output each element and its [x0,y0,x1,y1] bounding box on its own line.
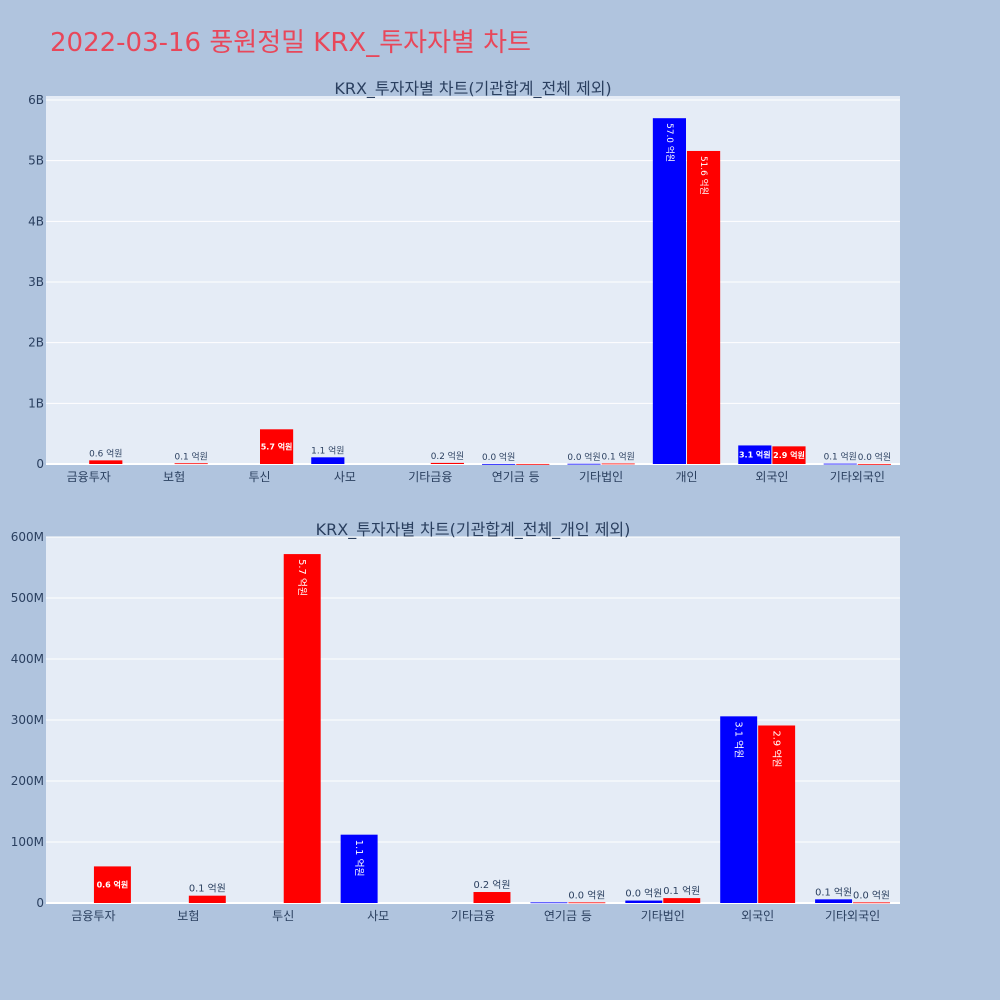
bar [174,463,208,465]
y-tick-label: 100M [11,835,44,849]
bar [473,892,511,903]
bar [601,463,635,465]
data-label: 0.0 억원 [568,889,605,901]
data-label: 5.7 억원 [261,442,293,452]
bar [663,898,701,903]
page-title: 2022-03-16 풍원정밀 KRX_투자자별 차트 [50,28,532,58]
plot-area [46,537,900,903]
data-label: 0.2 억원 [431,450,464,462]
x-tick-label: 기타법인 [641,909,685,923]
x-tick-label: 사모 [334,470,356,484]
data-label: 0.0 억원 [567,451,600,463]
bar [89,460,123,464]
bar [93,866,131,903]
data-label: 3.1 억원 [739,450,771,460]
y-tick-label: 300M [11,713,44,727]
data-label: 0.1 억원 [175,450,208,462]
bar [260,429,294,464]
x-tick-label: 사모 [367,909,389,923]
data-label: 0.1 억원 [663,885,700,897]
bar [720,716,758,903]
bar [516,463,550,465]
x-tick-label: 보험 [163,470,185,484]
x-tick-label: 투신 [272,909,294,923]
bar [815,899,853,903]
bar [758,725,796,903]
plot-area [46,96,900,464]
x-tick-label: 외국인 [741,909,774,923]
y-tick-label: 2B [28,336,44,350]
bar [567,463,601,465]
x-tick-label: 연기금 등 [492,470,540,484]
bar [687,150,721,464]
x-tick-label: 외국인 [755,470,788,484]
data-label: 0.2 억원 [473,879,510,891]
bar [340,834,378,903]
data-label: 0.0 억원 [482,451,515,463]
y-tick-label: 3B [28,275,44,289]
y-tick-label: 1B [28,396,44,410]
bar [625,900,663,903]
data-label: 0.0 억원 [853,889,890,901]
data-label: 1.1 억원 [353,840,365,877]
x-tick-label: 기타법인 [579,470,623,484]
data-label: 0.6 억원 [97,880,129,890]
data-label: 3.1 억원 [733,721,745,758]
y-tick-label: 4B [28,214,44,228]
y-tick-label: 200M [11,774,44,788]
y-tick-label: 5B [28,154,44,168]
y-tick-label: 6B [28,93,44,107]
data-label: 0.1 억원 [815,886,852,898]
bar [738,445,772,464]
x-tick-label: 금융투자 [71,909,115,923]
y-tick-label: 600M [11,530,44,544]
x-tick-label: 보험 [177,909,199,923]
x-tick-label: 기타외국인 [830,470,885,484]
bar [857,463,891,465]
bar [652,118,686,464]
x-tick-label: 기타금융 [408,470,452,484]
x-tick-label: 기타금융 [451,909,495,923]
y-tick-label: 0 [36,896,44,910]
bar [530,902,568,904]
data-label: 0.6 억원 [89,447,122,459]
bar [772,446,806,464]
data-label: 2.9 억원 [771,730,783,767]
bar [853,902,891,904]
bar [568,902,606,904]
chart-title: KRX_투자자별 차트(기관합계_전체 제외) [334,79,611,99]
data-label: 2.9 억원 [773,450,805,460]
x-tick-label: 개인 [675,470,697,484]
data-label: 0.1 억원 [602,451,635,463]
y-tick-label: 500M [11,591,44,605]
data-label: 0.1 억원 [824,451,857,463]
x-tick-label: 투신 [248,470,270,484]
x-tick-label: 연기금 등 [544,909,592,923]
chart-overall: 0 1B 2B 3B 4B 5B 6B KRX_투자자별 차트(기관합계_전체 제외) 금융투자… [28,79,900,484]
data-label: 5.7 억원 [296,559,308,596]
x-tick-label: 금융투자 [67,470,111,484]
bar [823,463,857,465]
data-label: 0.1 억원 [189,883,226,895]
y-tick-label: 0 [36,457,44,471]
bar [482,463,516,465]
y-tick-label: 400M [11,652,44,666]
bar [188,895,226,903]
bar [430,462,464,464]
x-tick-label: 기타외국인 [825,909,880,923]
data-label: 0.0 억원 [858,451,891,463]
chart-title: KRX_투자자별 차트(기관합계_전체_개인 제외) [316,520,631,540]
data-label: 51.6 억원 [698,156,710,195]
data-label: 57.0 억원 [664,123,676,162]
data-label: 1.1 억원 [311,444,344,456]
bar [311,457,345,464]
bar [283,554,321,903]
data-label: 0.0 억원 [625,888,662,900]
